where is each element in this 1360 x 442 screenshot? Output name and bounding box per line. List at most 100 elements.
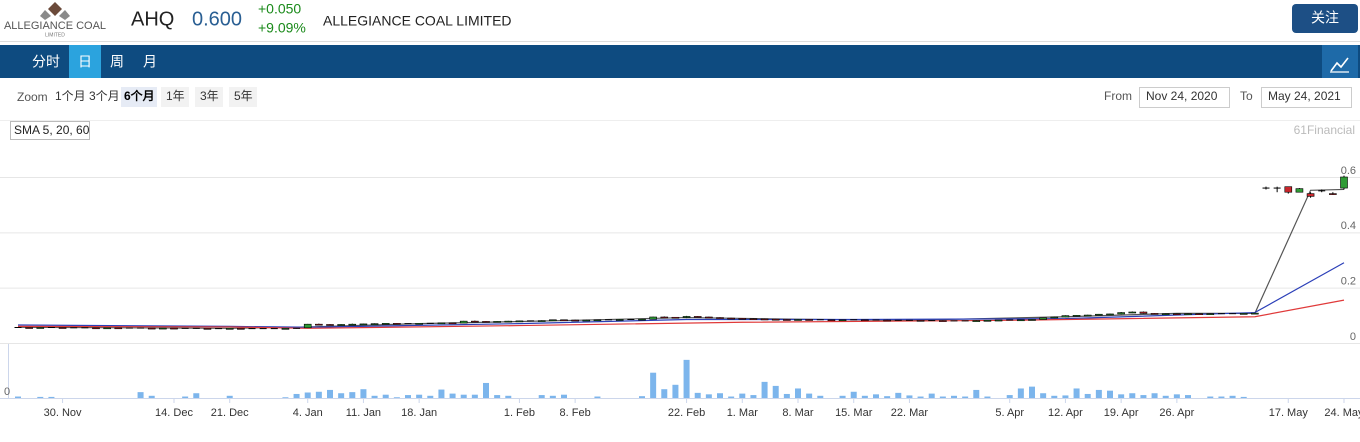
candle-body bbox=[114, 327, 123, 330]
candle-body bbox=[972, 320, 981, 322]
candle-body bbox=[560, 319, 568, 322]
candle-body bbox=[315, 323, 323, 326]
tab[interactable]: 月 bbox=[143, 54, 157, 70]
candle-body bbox=[326, 324, 334, 326]
volume-bar bbox=[783, 393, 790, 398]
candle-body bbox=[593, 319, 602, 322]
zoom-option[interactable]: 5年 bbox=[234, 89, 253, 103]
candle-body bbox=[281, 328, 290, 330]
volume-bar bbox=[137, 392, 144, 398]
zoom-option[interactable]: 3年 bbox=[200, 89, 219, 103]
candle-body bbox=[794, 319, 802, 321]
candle-body bbox=[805, 319, 813, 321]
candle-body bbox=[1095, 313, 1103, 316]
candle-body bbox=[1329, 193, 1337, 195]
zoom-option[interactable]: 1年 bbox=[166, 89, 185, 103]
volume-bar bbox=[984, 396, 991, 398]
candle-body bbox=[359, 323, 368, 326]
candle-body bbox=[738, 318, 747, 320]
indicator-label: SMA 5, 20, 60 bbox=[14, 123, 90, 137]
y-tick-label: 0.2 bbox=[1341, 276, 1356, 288]
volume-bar bbox=[382, 394, 389, 398]
to-value[interactable]: May 24, 2021 bbox=[1268, 89, 1341, 103]
candle-body bbox=[549, 319, 557, 322]
logo-name: ALLEGIANCE COAL bbox=[4, 20, 106, 32]
candle-body bbox=[1117, 312, 1125, 315]
logo-sub: LIMITED bbox=[45, 32, 65, 38]
tab-selected-bg bbox=[69, 45, 101, 78]
tab[interactable]: 日 bbox=[78, 54, 92, 70]
indicator-legend bbox=[10, 121, 90, 140]
volume-bar bbox=[327, 389, 333, 398]
tab[interactable]: 分时 bbox=[32, 54, 60, 70]
volume-bar bbox=[728, 396, 735, 398]
candle-body bbox=[348, 323, 357, 326]
volume-bar bbox=[1140, 395, 1147, 398]
candle-body bbox=[827, 319, 836, 322]
tab[interactable]: 周 bbox=[110, 54, 124, 70]
zoom-option[interactable]: 6个月 bbox=[124, 88, 155, 103]
volume-bar bbox=[1162, 395, 1169, 398]
candle-body bbox=[883, 319, 891, 322]
from-value[interactable]: Nov 24, 2020 bbox=[1146, 89, 1218, 103]
logo-mark bbox=[48, 2, 62, 16]
button-label[interactable]: 关注 bbox=[1311, 10, 1339, 26]
zoom-option[interactable]: 3个月 bbox=[89, 89, 120, 103]
candle-body bbox=[415, 323, 423, 325]
zoom-option[interactable]: 1个月 bbox=[55, 89, 86, 103]
volume-bar bbox=[505, 395, 512, 398]
button-bg[interactable] bbox=[1292, 4, 1358, 33]
candle-body bbox=[393, 323, 401, 325]
volume-bar bbox=[839, 395, 846, 398]
x-tick-label: 21. Dec bbox=[211, 407, 249, 419]
volume-bar bbox=[494, 395, 501, 398]
volume-bar bbox=[705, 394, 712, 398]
volume-bar bbox=[795, 388, 801, 398]
volume-bar bbox=[1129, 393, 1136, 398]
from-input[interactable] bbox=[1139, 87, 1230, 108]
candle-body bbox=[303, 323, 312, 329]
volume-bar bbox=[1040, 393, 1047, 398]
zoom-option-bg bbox=[161, 87, 189, 107]
candle-body bbox=[1161, 313, 1170, 315]
x-tick-label: 22. Mar bbox=[891, 407, 929, 419]
candle-body bbox=[1239, 313, 1248, 315]
volume-bar bbox=[1229, 395, 1236, 398]
candle-body bbox=[682, 316, 691, 318]
candle-body bbox=[1050, 316, 1059, 319]
sma-line bbox=[17, 299, 1345, 329]
volume-bar bbox=[939, 396, 946, 398]
volume-bar bbox=[1051, 395, 1058, 398]
candle-body bbox=[1306, 193, 1315, 197]
x-tick-label: 22. Feb bbox=[668, 407, 705, 419]
candle-body bbox=[1039, 317, 1047, 320]
volume-bar bbox=[549, 395, 556, 398]
chart-toggle[interactable] bbox=[1322, 45, 1358, 78]
x-tick-label: 17. May bbox=[1269, 407, 1309, 419]
candle-body bbox=[727, 317, 735, 320]
candle-body bbox=[1106, 313, 1114, 316]
to-input[interactable] bbox=[1261, 87, 1352, 108]
volume-bar bbox=[650, 372, 657, 398]
candle-body bbox=[760, 318, 769, 321]
candle-body bbox=[493, 321, 501, 323]
candle-body bbox=[771, 318, 780, 321]
candle-body bbox=[515, 320, 524, 323]
from-label: From bbox=[1104, 89, 1132, 103]
volume-bar bbox=[906, 395, 913, 398]
to-label: To bbox=[1240, 89, 1253, 103]
x-tick-label: 12. Apr bbox=[1048, 407, 1083, 419]
toggle-bg[interactable] bbox=[1322, 45, 1358, 78]
candle-body bbox=[1206, 313, 1215, 315]
volume-bar bbox=[951, 395, 957, 398]
candle-body bbox=[571, 319, 579, 322]
candle-body bbox=[1017, 319, 1025, 322]
candle-body bbox=[159, 327, 167, 330]
zoom-option-bg bbox=[195, 87, 223, 107]
volume-bar bbox=[594, 396, 601, 398]
volume-bar bbox=[438, 389, 445, 398]
follow-button[interactable]: 关注 bbox=[1292, 4, 1358, 33]
volume-bar bbox=[717, 393, 723, 398]
volume-bar bbox=[861, 395, 868, 398]
candle-body bbox=[582, 319, 591, 322]
